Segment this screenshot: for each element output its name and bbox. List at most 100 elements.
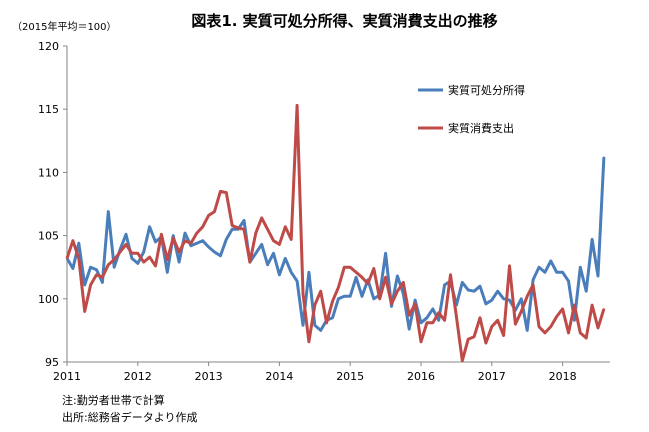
data-point (455, 315, 458, 318)
data-point (83, 284, 86, 286)
data-point (107, 210, 110, 213)
data-point (172, 237, 174, 239)
data-point (555, 315, 558, 318)
data-point (184, 239, 186, 242)
data-point (272, 252, 275, 255)
data-point (207, 246, 210, 248)
data-point (390, 305, 393, 308)
data-point (308, 271, 310, 274)
data-point (396, 290, 399, 293)
data-point (532, 284, 534, 286)
data-point (473, 335, 475, 338)
y-tick-label: 105 (38, 230, 59, 243)
x-tick-label: 2015 (336, 370, 364, 383)
data-point (190, 242, 192, 244)
data-point (603, 156, 605, 159)
data-point (408, 314, 411, 317)
data-point (402, 281, 405, 284)
data-point (384, 252, 387, 255)
data-point (201, 225, 204, 228)
data-point (502, 334, 505, 337)
chart-title: 図表1. 実質可処分所得、実質消費支出の推移 (191, 12, 498, 30)
data-point (573, 319, 576, 322)
y-tick-label: 100 (38, 293, 59, 306)
data-point (420, 340, 422, 343)
data-point (550, 260, 552, 262)
data-point (585, 290, 587, 293)
data-point (449, 273, 452, 276)
data-point (390, 303, 393, 305)
data-point (95, 268, 98, 271)
data-point (437, 311, 440, 314)
data-point (349, 295, 352, 298)
data-point (142, 261, 145, 263)
data-point (89, 284, 92, 286)
data-point (496, 319, 499, 322)
data-point (95, 273, 98, 276)
series-line-consumption (65, 103, 606, 363)
data-point (219, 255, 222, 257)
data-point (355, 276, 357, 279)
data-point (402, 292, 405, 295)
data-point (237, 227, 239, 229)
data-point (255, 252, 257, 255)
data-point (373, 267, 375, 270)
data-point (426, 322, 428, 324)
data-point (331, 300, 334, 303)
data-point (131, 257, 133, 260)
data-point (532, 279, 534, 281)
data-point (432, 322, 434, 324)
data-point (178, 251, 180, 253)
x-tick-label: 2011 (53, 370, 81, 383)
data-point (72, 239, 74, 242)
data-point (314, 304, 316, 306)
data-point (72, 267, 74, 270)
data-point (148, 225, 151, 228)
data-point (83, 310, 86, 313)
data-point (166, 258, 169, 261)
data-point (290, 238, 293, 241)
data-point (508, 265, 511, 267)
data-point (591, 304, 593, 306)
data-point (249, 261, 251, 263)
data-point (555, 271, 558, 274)
note-text: 注:勤労者世帯で計算 (62, 394, 165, 407)
data-point (432, 308, 434, 310)
data-point (225, 238, 228, 241)
data-point (414, 299, 416, 301)
data-point (125, 243, 127, 246)
data-point (66, 257, 68, 260)
data-point (491, 325, 493, 328)
data-point (196, 242, 198, 244)
data-point (154, 265, 157, 267)
data-point (89, 266, 92, 269)
data-point (137, 252, 139, 255)
data-point (296, 104, 298, 107)
data-point (148, 256, 151, 258)
data-point (343, 295, 346, 298)
data-point (78, 242, 80, 244)
data-point (420, 322, 422, 324)
data-point (597, 275, 599, 277)
data-point (502, 298, 505, 300)
data-point (408, 328, 411, 330)
data-point (479, 316, 481, 319)
data-point (302, 292, 304, 295)
x-tick-label: 2017 (478, 370, 506, 383)
data-point (101, 276, 104, 279)
data-point (520, 298, 523, 300)
data-point (355, 271, 357, 274)
data-point (538, 325, 540, 328)
data-point (201, 239, 204, 242)
source-text: 出所:総務省データより作成 (62, 411, 198, 424)
data-point (266, 263, 269, 266)
data-point (544, 332, 546, 334)
data-point (154, 241, 157, 243)
data-point (231, 224, 233, 227)
data-point (437, 319, 440, 322)
y-tick-label: 95 (45, 356, 59, 369)
data-point (538, 266, 540, 269)
data-point (160, 233, 163, 236)
